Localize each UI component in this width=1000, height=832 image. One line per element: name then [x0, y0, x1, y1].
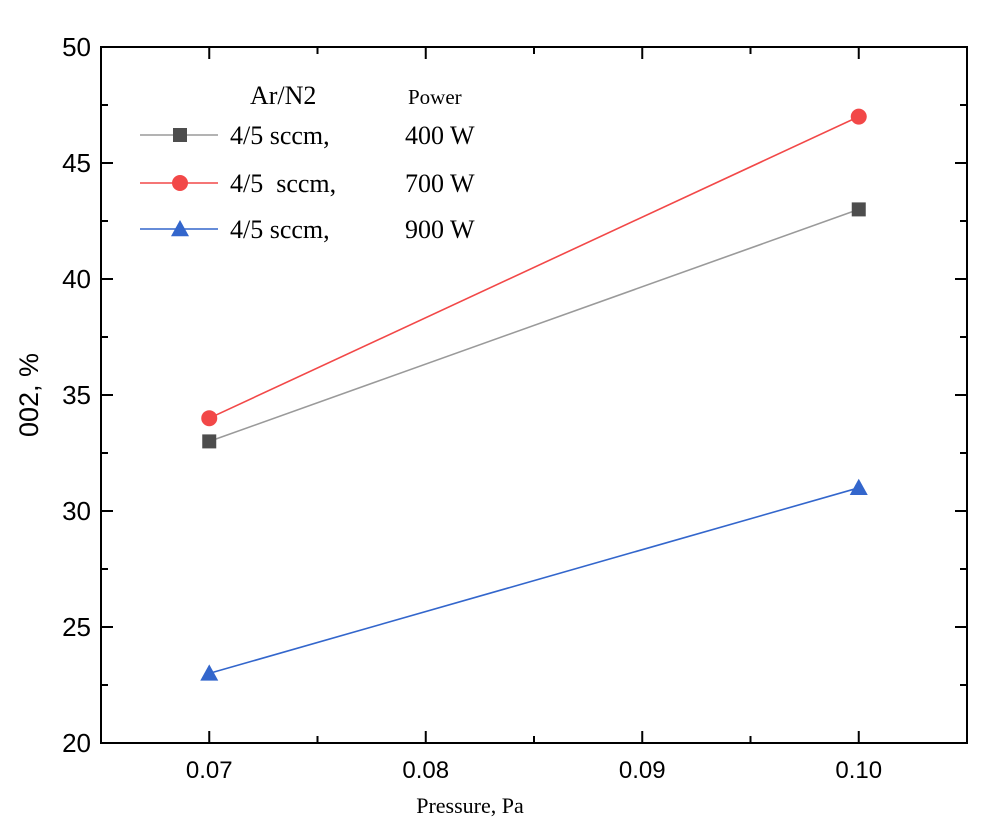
y-tick-label: 30: [62, 496, 91, 526]
legend-power-label-3: 900 W: [405, 215, 475, 244]
series-line-2: [208, 115, 860, 419]
legend-flow-label-2: 4/5 sccm,: [230, 169, 336, 198]
y-tick-label: 40: [62, 264, 91, 294]
legend: Ar/N2 Power 4/5 sccm, 400 W 4/5 sccm, 700 W…: [140, 81, 475, 244]
x-tick-label: 0.07: [186, 757, 233, 784]
plot-frame: [100, 46, 968, 744]
y-tick-label: 50: [62, 32, 91, 62]
y-tick-label: 25: [62, 612, 91, 642]
x-tick-label: 0.10: [835, 757, 882, 784]
series-line-3: [209, 487, 859, 675]
legend-header-gas: Ar/N2: [250, 81, 316, 110]
data-point-series-2: [201, 410, 218, 427]
y-tick-label: 20: [62, 728, 91, 758]
legend-marker-3: [171, 220, 189, 237]
y-axis-ticks: 20 25 30 35 40 45 50: [62, 32, 967, 758]
y-tick-label: 45: [62, 148, 91, 178]
x-tick-label: 0.09: [619, 757, 666, 784]
legend-header-power: Power: [408, 85, 462, 109]
data-point-series-1: [202, 434, 217, 449]
legend-power-label-2: 700 W: [405, 169, 475, 198]
x-axis-label: Pressure, Pa: [416, 793, 524, 818]
legend-flow-label-3: 4/5 sccm,: [230, 215, 330, 244]
data-point-series-1: [851, 202, 866, 217]
y-axis-label: 002, %: [14, 353, 44, 437]
y-tick-label: 35: [62, 380, 91, 410]
data-point-series-3: [200, 664, 219, 681]
data-point-series-3: [849, 478, 868, 495]
legend-flow-label-1: 4/5 sccm,: [230, 121, 330, 150]
x-tick-label: 0.08: [402, 757, 449, 784]
x-axis-ticks: 0.07 0.08 0.09 0.10: [186, 47, 882, 784]
series-layer: [200, 108, 868, 681]
series-line-1: [208, 208, 860, 443]
legend-power-label-1: 400 W: [405, 121, 475, 150]
legend-marker-1: [173, 128, 187, 142]
data-point-series-2: [850, 108, 867, 125]
legend-marker-2: [172, 175, 188, 191]
